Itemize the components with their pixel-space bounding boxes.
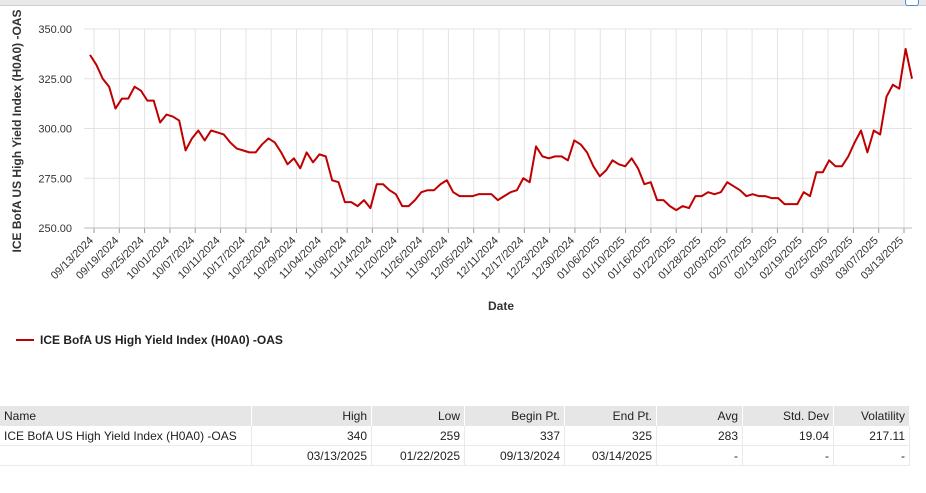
cell-low-date: 01/22/2025 (371, 445, 465, 466)
header-std-dev[interactable]: Std. Dev (742, 406, 834, 426)
cell-series-name: ICE BofA US High Yield Index (H0A0) -OAS (0, 426, 252, 446)
legend-series-label: ICE BofA US High Yield Index (H0A0) -OAS (40, 333, 283, 347)
panel-corner-button[interactable] (905, 0, 919, 6)
cell-series-name (0, 445, 252, 466)
y-tick-label: 300.00 (38, 124, 72, 136)
statistics-table: Name High Low Begin Pt. End Pt. Avg Std.… (0, 406, 910, 466)
cell-begin: 337 (464, 426, 565, 446)
y-tick-label: 250.00 (38, 223, 72, 235)
cell-end-date: 03/14/2025 (564, 445, 657, 466)
table-row: ICE BofA US High Yield Index (H0A0) -OAS… (0, 426, 910, 446)
header-volatility[interactable]: Volatility (833, 406, 910, 426)
cell-high: 340 (251, 426, 372, 446)
series-line-oas[interactable] (89, 47, 913, 212)
legend-line-swatch (16, 339, 34, 341)
x-axis-ticks: 09/13/202409/19/202409/25/202410/01/2024… (49, 227, 912, 282)
y-tick-label: 325.00 (38, 74, 72, 86)
chart-legend[interactable]: ICE BofA US High Yield Index (H0A0) -OAS (16, 333, 283, 347)
cell-avg: 283 (656, 426, 743, 446)
y-axis-title: ICE BofA US High Yield Index (H0A0) -OAS (10, 10, 24, 253)
header-begin-pt[interactable]: Begin Pt. (464, 406, 565, 426)
header-high[interactable]: High (251, 406, 372, 426)
header-low[interactable]: Low (371, 406, 465, 426)
cell-high-date: 03/13/2025 (251, 445, 372, 466)
cell-avg-dash: - (656, 445, 743, 466)
cell-low: 259 (371, 426, 465, 446)
oas-line-chart: 350.00 325.00 300.00 275.00 250.00 09/13/202… (10, 10, 913, 313)
cell-volatility: 217.11 (833, 426, 910, 446)
top-toolbar-strip (0, 0, 926, 6)
header-end-pt[interactable]: End Pt. (564, 406, 657, 426)
cell-vol-dash: - (833, 445, 910, 466)
y-tick-label: 350.00 (38, 24, 72, 36)
cell-std-dash: - (742, 445, 834, 466)
y-axis-ticks: 350.00 325.00 300.00 275.00 250.00 (38, 24, 72, 235)
cell-begin-date: 09/13/2024 (464, 445, 565, 466)
cell-std-dev: 19.04 (742, 426, 834, 446)
header-name[interactable]: Name (0, 406, 252, 426)
series-layer (89, 47, 913, 212)
chart-grid (84, 28, 912, 229)
x-axis-title: Date (488, 299, 514, 313)
y-tick-label: 275.00 (38, 173, 72, 185)
cell-end: 325 (564, 426, 657, 446)
table-row: 03/13/2025 01/22/2025 09/13/2024 03/14/2… (0, 445, 910, 466)
header-avg[interactable]: Avg (656, 406, 743, 426)
stats-header-row: Name High Low Begin Pt. End Pt. Avg Std.… (0, 406, 910, 426)
